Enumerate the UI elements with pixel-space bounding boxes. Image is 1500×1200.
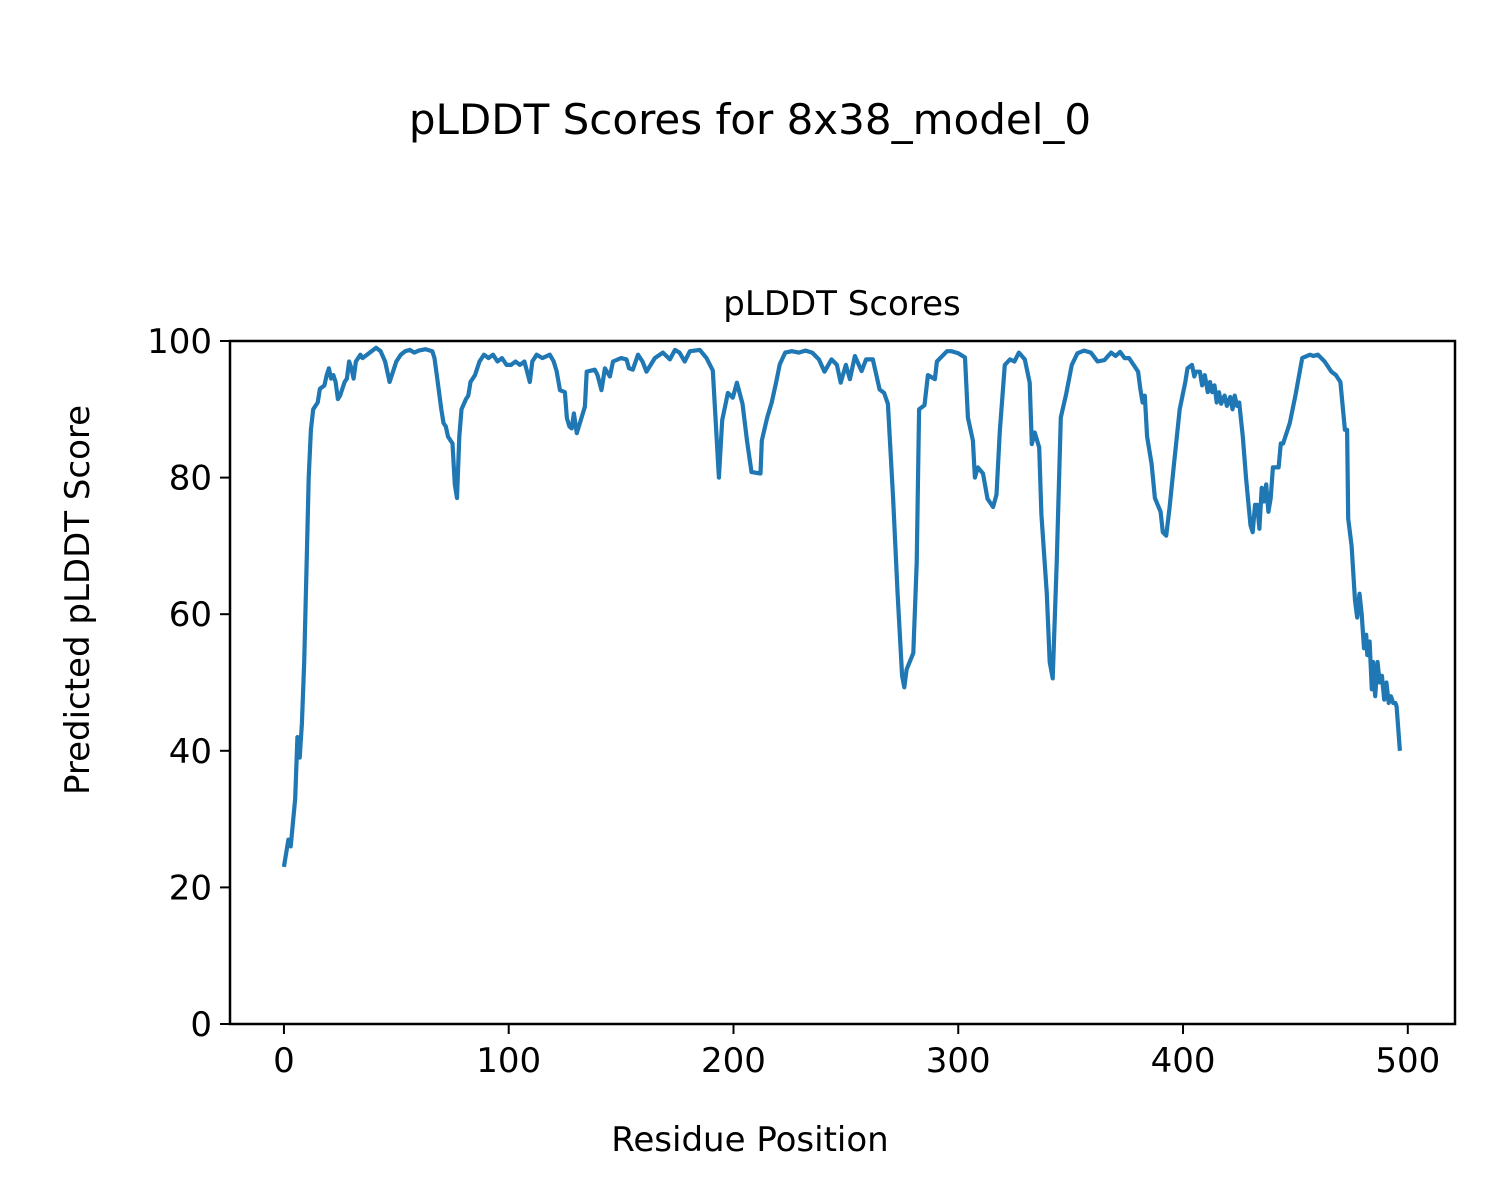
y-tick-label: 40 bbox=[169, 732, 212, 772]
y-tick-label: 20 bbox=[169, 868, 212, 908]
axes-title: pLDDT Scores bbox=[723, 284, 960, 324]
x-tick-label: 300 bbox=[926, 1041, 991, 1081]
y-tick-label: 0 bbox=[190, 1005, 212, 1045]
plot-area-frame bbox=[228, 339, 1457, 1026]
x-tick-label: 100 bbox=[476, 1041, 541, 1081]
figure-suptitle: pLDDT Scores for 8x38_model_0 bbox=[409, 95, 1091, 144]
y-axis-label: Predicted pLDDT Score bbox=[58, 405, 98, 795]
y-tick-label: 80 bbox=[169, 459, 212, 499]
x-tick-label: 400 bbox=[1151, 1041, 1216, 1081]
plddt-series-line bbox=[281, 345, 1402, 868]
x-tick-label: 200 bbox=[701, 1041, 766, 1081]
x-tick-label: 500 bbox=[1375, 1041, 1440, 1081]
y-tick-label: 60 bbox=[169, 595, 212, 635]
x-axis-label: Residue Position bbox=[611, 1120, 888, 1160]
y-tick-label: 100 bbox=[147, 322, 212, 362]
x-tick-label: 0 bbox=[273, 1041, 295, 1081]
